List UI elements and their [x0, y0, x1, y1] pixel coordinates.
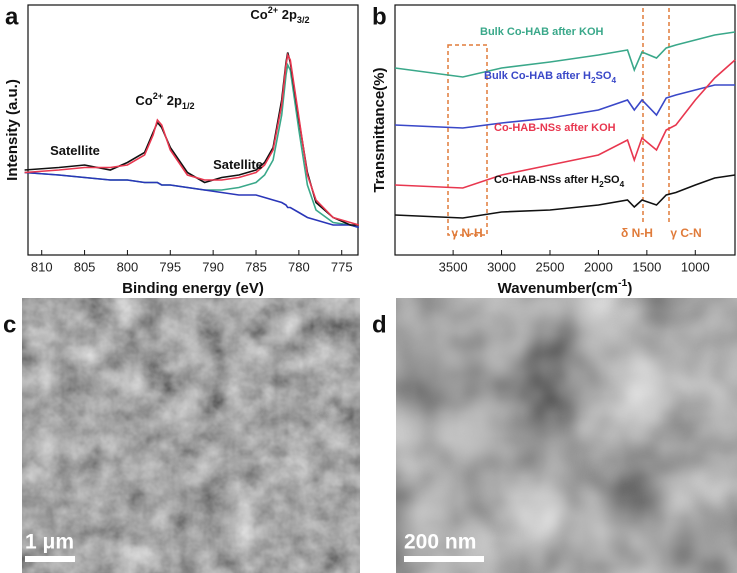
series-label: Co-HAB-NSs after KOH	[494, 122, 616, 134]
x-tick-label: 805	[74, 259, 96, 274]
text-part: -1	[618, 277, 627, 289]
series-line	[24, 52, 360, 226]
series-line	[24, 52, 359, 226]
text-part: 2p	[278, 7, 297, 22]
panel-label: b	[372, 3, 387, 30]
x-tick-label: 795	[159, 259, 181, 274]
text-part: )	[627, 280, 632, 297]
x-tick-label: 3000	[487, 259, 516, 274]
annotation: γ C-N	[670, 226, 701, 240]
series-line	[394, 59, 736, 189]
annotation: δ N-H	[621, 226, 653, 240]
scale-bar-label: 1 μm	[25, 531, 74, 554]
panel-label: c	[3, 311, 16, 338]
text-part: 2+	[153, 91, 163, 101]
x-tick-label: 2500	[536, 259, 565, 274]
x-tick-label: 1000	[681, 259, 710, 274]
x-tick-label: 2000	[584, 259, 613, 274]
text-part: Co	[135, 93, 152, 108]
y-axis-label: Intensity (a.u.)	[4, 79, 21, 181]
x-axis-label: Wavenumber(cm-1)	[498, 277, 633, 297]
series-line	[394, 84, 735, 129]
sem-image	[396, 298, 737, 573]
x-tick-label: 785	[245, 259, 267, 274]
text-part: 1/2	[182, 101, 195, 111]
region-box	[447, 44, 488, 236]
x-tick-label: 800	[117, 259, 139, 274]
x-tick-label: 810	[31, 259, 53, 274]
text-part: 2p	[163, 93, 182, 108]
scale-bar	[25, 556, 75, 562]
series-line	[394, 31, 736, 78]
x-tick-label: 790	[202, 259, 224, 274]
series-label: Bulk Co-HAB after KOH	[480, 26, 604, 38]
annotation: Satellite	[213, 157, 263, 172]
text-part: Wavenumber(cm	[498, 280, 618, 297]
series-line	[24, 171, 360, 229]
annotation: Co2+ 2p3/2	[250, 5, 309, 25]
text-part: Satellite	[213, 157, 263, 172]
y-axis-label: Transmittance(%)	[371, 67, 388, 192]
x-tick-label: 775	[331, 259, 353, 274]
text-part: 3/2	[297, 15, 310, 25]
text-part: Co	[250, 7, 267, 22]
series-label: Co-HAB-NSs after H2SO4	[494, 174, 625, 189]
panel-label: d	[372, 311, 387, 338]
series-line	[394, 174, 736, 219]
sem-image	[22, 298, 360, 573]
plot-frame	[394, 4, 736, 256]
x-tick-label: 3500	[439, 259, 468, 274]
scale-bar	[404, 556, 484, 562]
panel-label: a	[5, 3, 19, 30]
text-part: Satellite	[50, 143, 100, 158]
x-tick-label: 780	[288, 259, 310, 274]
x-tick-label: 1500	[632, 259, 661, 274]
scale-bar-label: 200 nm	[404, 531, 476, 554]
annotation: Co2+ 2p1/2	[135, 91, 194, 111]
plot-frame	[27, 4, 359, 256]
annotation: Satellite	[50, 143, 100, 158]
x-axis-label: Binding energy (eV)	[122, 280, 264, 297]
series-label: Bulk Co-HAB after H2SO4	[484, 70, 616, 85]
annotation: γ N-H	[451, 226, 482, 240]
text-part: 2+	[268, 5, 278, 15]
